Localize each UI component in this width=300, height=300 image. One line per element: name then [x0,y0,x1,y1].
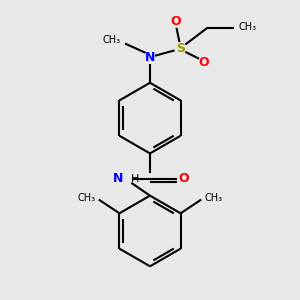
Text: O: O [170,15,181,28]
Text: CH₃: CH₃ [238,22,256,32]
Text: S: S [176,42,185,55]
Text: H: H [124,174,139,184]
Text: O: O [178,172,189,185]
Text: N: N [113,172,124,185]
Text: CH₃: CH₃ [204,193,222,202]
Text: N: N [145,51,155,64]
Text: O: O [199,56,209,69]
Text: CH₃: CH₃ [78,193,96,202]
Text: CH₃: CH₃ [102,34,121,45]
